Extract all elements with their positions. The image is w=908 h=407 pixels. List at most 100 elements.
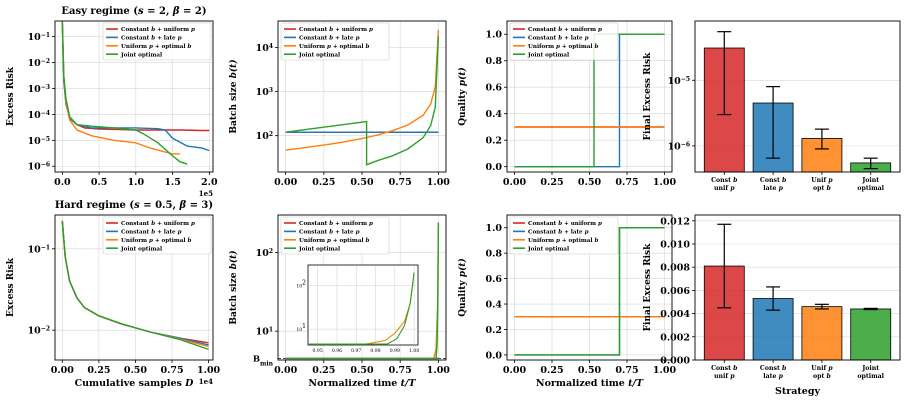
tick-label: 102 bbox=[256, 248, 273, 260]
chart-title: Easy regime (s = 2, β = 2) bbox=[61, 6, 206, 17]
bar bbox=[850, 308, 892, 361]
legend-entry: Constant b + late p bbox=[528, 36, 589, 42]
series-line-4 bbox=[61, 220, 209, 351]
legend-entry: Joint optimal bbox=[298, 246, 340, 252]
tick-label: 1.0 bbox=[485, 223, 502, 234]
tick-label: 0.75 bbox=[160, 365, 183, 376]
tick-label: 0.75 bbox=[389, 177, 412, 188]
tick-label: 0.00 bbox=[503, 365, 527, 376]
tick-label: 0.00 bbox=[274, 177, 298, 188]
legend-entry: Constant b + late p bbox=[121, 36, 182, 42]
tick-label: 0.6 bbox=[485, 83, 502, 94]
tick-label: 0.00 bbox=[503, 177, 527, 188]
tick-label: Joint bbox=[861, 177, 879, 184]
tick-label: optimal bbox=[857, 185, 884, 192]
inset-tick-label: 101 bbox=[296, 323, 306, 334]
legend-entry: Constant b + late p bbox=[528, 230, 589, 236]
y-axis-label: Batch size b(t) bbox=[228, 59, 239, 133]
tick-label: Bmin bbox=[253, 354, 274, 367]
legend-box bbox=[280, 22, 390, 61]
legend-entry: Uniform p + optimal b bbox=[528, 238, 599, 244]
axes-frame bbox=[694, 214, 901, 361]
tick-label: 10−2 bbox=[28, 325, 50, 337]
chart-panel-7: 0.00 0.25 0.50 0.75 1.00 Constant b + uniform… bbox=[457, 214, 677, 389]
tick-label: 0.008 bbox=[660, 263, 690, 274]
legend-entry: Uniform p + optimal b bbox=[121, 238, 192, 244]
tick-label: 10−6 bbox=[28, 161, 50, 173]
tick-label: 102 bbox=[256, 131, 273, 143]
tick-label: 0.50 bbox=[350, 177, 374, 188]
tick-label: 0.2 bbox=[485, 325, 502, 336]
tick-label: 101 bbox=[256, 326, 273, 338]
tick-label: unif p bbox=[714, 185, 735, 192]
chart-panel-6: 0.00 0.25 0.50 0.75 1.00 Constant b + uniform… bbox=[228, 214, 451, 389]
tick-label: 104 bbox=[256, 43, 273, 55]
tick-label: 0.50 bbox=[350, 365, 374, 376]
inset-tick-label: 1.00 bbox=[409, 348, 419, 354]
legend-box bbox=[280, 216, 390, 255]
inset-tick-label: 102 bbox=[296, 279, 306, 290]
legend-box bbox=[509, 216, 619, 255]
x-axis-label: Strategy bbox=[775, 386, 820, 397]
legend-entry: Constant b + uniform p bbox=[121, 27, 195, 33]
tick-label: optimal bbox=[857, 373, 884, 380]
tick-label: 1.0 bbox=[485, 30, 502, 41]
y-axis-label: Final Excess Risk bbox=[643, 52, 653, 140]
series-line-4 bbox=[514, 226, 665, 356]
tick-label: 0.5 bbox=[91, 177, 108, 188]
legend-entry: Constant b + uniform p bbox=[528, 221, 602, 227]
tick-label: 0.75 bbox=[615, 365, 638, 376]
tick-label: Const b bbox=[760, 177, 786, 184]
y-axis-label: Final Excess Risk bbox=[643, 243, 653, 331]
tick-label: 0.0 bbox=[54, 177, 71, 188]
axes-frame bbox=[277, 214, 447, 361]
y-axis-label: Excess Risk bbox=[6, 257, 16, 317]
inset-series-line-2 bbox=[308, 272, 415, 345]
legend-entry: Joint optimal bbox=[527, 52, 569, 58]
axes-frame bbox=[277, 20, 447, 173]
legend-entry: Constant b + late p bbox=[299, 230, 360, 236]
tick-label: 0.25 bbox=[540, 177, 563, 188]
axis-offset-label: 1e4 bbox=[199, 377, 213, 386]
legend: Constant b + uniform p Constant b + late … bbox=[102, 216, 212, 255]
inset-tick-label: 0.98 bbox=[370, 348, 380, 354]
tick-label: 1.00 bbox=[427, 365, 451, 376]
tick-label: 0.25 bbox=[87, 365, 110, 376]
tick-label: 1.00 bbox=[427, 177, 451, 188]
tick-label: opt b bbox=[813, 373, 831, 380]
legend-box bbox=[102, 22, 212, 61]
legend-entry: Uniform p + optimal b bbox=[299, 238, 370, 244]
legend-entry: Constant b + uniform p bbox=[528, 27, 602, 33]
tick-label: 10−6 bbox=[668, 141, 690, 153]
y-axis-label: Quality p(t) bbox=[457, 67, 468, 126]
inset-plot: 0.95 0.96 0.97 0.98 0.99 1.00 101 102 bbox=[296, 264, 419, 354]
series-line-4 bbox=[514, 33, 665, 168]
tick-label: 0.75 bbox=[615, 177, 638, 188]
tick-label: 0.8 bbox=[485, 249, 502, 260]
x-axis-label: Normalized time t/T bbox=[536, 378, 644, 389]
tick-label: 0.00 bbox=[274, 365, 298, 376]
tick-label: 1.00 bbox=[653, 365, 677, 376]
tick-label: 0.004 bbox=[660, 309, 690, 320]
series-line-4 bbox=[285, 222, 440, 360]
legend-entry: Uniform p + optimal b bbox=[121, 44, 192, 50]
x-axis-label: Normalized time t/T bbox=[308, 378, 416, 389]
y-axis-label: Excess Risk bbox=[6, 66, 16, 126]
bar bbox=[801, 306, 843, 361]
tick-label: 0.4 bbox=[485, 109, 502, 120]
tick-label: 0.2 bbox=[485, 136, 502, 147]
chart-panel-3: 0.00 0.25 0.50 0.75 1.00 Constant b + uniform… bbox=[457, 20, 676, 188]
tick-label: 0.50 bbox=[578, 365, 602, 376]
x-axis-label: Cumulative samples D bbox=[75, 378, 195, 389]
tick-label: 0.50 bbox=[578, 177, 602, 188]
legend-entry: Constant b + uniform p bbox=[299, 27, 373, 33]
legend: Constant b + uniform p Constant b + late … bbox=[280, 22, 390, 61]
tick-label: 1.5 bbox=[164, 177, 181, 188]
tick-label: 0.000 bbox=[660, 356, 690, 367]
legend-entry: Joint optimal bbox=[120, 52, 162, 58]
